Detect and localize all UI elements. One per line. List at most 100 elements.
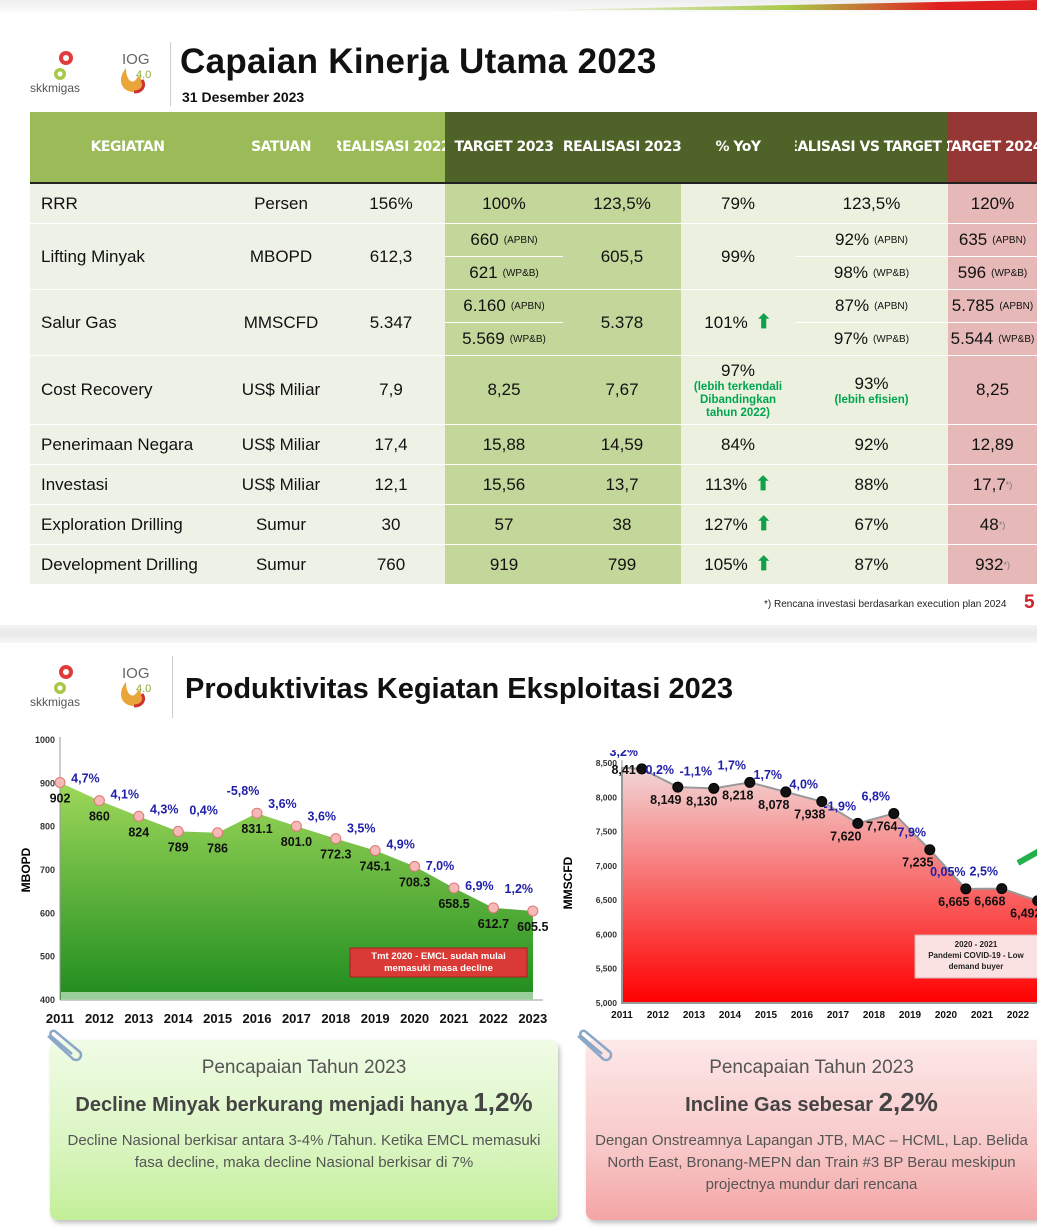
area-base: [61, 992, 533, 1000]
data-point: [816, 796, 828, 808]
change-label: 4,9%: [386, 837, 415, 851]
value-label: 8,41: [611, 763, 635, 777]
cell-yoy: 113% ⬆: [681, 465, 795, 505]
cell-line: 8,25: [976, 380, 1009, 400]
cell-rvt: 87%: [795, 545, 948, 585]
cell-real2023: 13,7: [563, 465, 681, 505]
column-header: % YoY: [681, 112, 795, 184]
top-decoration: [540, 0, 1037, 10]
cell-yoy: 127% ⬆: [681, 505, 795, 545]
annotation-text: Pandemi COVID-19 - Low demand buyer: [928, 951, 1024, 971]
y-tick-label: 600: [40, 908, 55, 918]
cell-value: Salur Gas: [41, 312, 117, 332]
cell-satuan: Sumur: [225, 545, 337, 585]
cell-value: 760: [376, 554, 406, 574]
cell-line: 12,89: [971, 435, 1014, 455]
cell-value: 97%: [720, 360, 756, 380]
cell-value: 30: [381, 514, 401, 534]
cell-value: 5.347: [369, 312, 413, 332]
box-statement: Incline Gas sebesar 2,2%: [586, 1087, 1037, 1118]
cell-value: Sumur: [255, 554, 307, 574]
cell-tag: *): [1003, 559, 1010, 570]
cell-value: Persen: [254, 193, 308, 213]
data-point: [330, 833, 342, 845]
change-label: 6,8%: [862, 789, 891, 803]
cell-value: 15,56: [482, 474, 526, 494]
box-text: Decline Nasional berkisar antara 3-4% /T…: [67, 1132, 541, 1171]
statement-value: 1,2%: [473, 1087, 533, 1117]
y-tick-label: 700: [40, 865, 55, 875]
cell-value: 123,5%: [593, 193, 651, 213]
cell-value: 7,67: [605, 380, 639, 399]
cell-rvt: 92% (APBN) 98% (WP&B): [795, 224, 948, 290]
cell-value: 156%: [369, 193, 413, 213]
cell-real2023: 38: [563, 505, 681, 545]
x-tick-label: 2023: [518, 1011, 547, 1026]
column-header: KEGIATAN: [30, 112, 225, 184]
cell-line: 932 *): [975, 555, 1010, 575]
cell-value: 38: [612, 514, 632, 534]
page-title: Capaian Kinerja Utama 2023: [180, 42, 657, 81]
value-label: 8,218: [722, 788, 753, 802]
cell-line: 621 (WP&B): [445, 256, 563, 289]
cell-value: 48: [979, 514, 999, 534]
x-tick-label: 2017: [827, 1010, 850, 1021]
cell-line: 99%: [721, 247, 755, 267]
cell-real2022: 5.347: [337, 290, 445, 356]
y-tick-label: 7,500: [596, 827, 618, 837]
cell-value: 15,88: [482, 434, 526, 454]
iog-logo: IOG 4.0: [112, 660, 160, 712]
value-label: 7,938: [794, 808, 825, 822]
data-point: [133, 810, 145, 822]
cell-real2022: 12,1: [337, 465, 445, 505]
cell-real2023: 7,67: [563, 356, 681, 425]
cell-value: 8,25: [975, 380, 1010, 399]
cell-value: 101%: [704, 313, 748, 332]
cell-target2024: 17,7 *): [948, 465, 1037, 505]
cell-tag: (APBN): [999, 300, 1034, 312]
cell-target2024: 48 *): [948, 505, 1037, 545]
cell-target2023: 15,88: [445, 425, 563, 465]
cell-value: 932: [975, 554, 1004, 574]
change-label: -1,9%: [823, 799, 856, 813]
cell-line: 919: [490, 555, 518, 575]
cell-line: 48 *): [980, 515, 1005, 535]
cell-real2023: 14,59: [563, 425, 681, 465]
cell-line: 97%: [721, 361, 755, 381]
cell-line: 660 (APBN): [445, 224, 563, 256]
data-point: [888, 807, 900, 819]
value-label: 6,668: [974, 895, 1005, 909]
cell-value: US$ Miliar: [241, 434, 321, 454]
cell-rvt: 92%: [795, 425, 948, 465]
cell-value: 127%: [704, 515, 748, 534]
column-header: REALISASI 2022: [337, 112, 445, 184]
cell-line: 105% ⬆: [704, 553, 771, 576]
cell-rvt: 67%: [795, 505, 948, 545]
cell-line: 635 (APBN): [948, 224, 1037, 256]
y-tick-label: 400: [40, 995, 55, 1005]
cell-value: 5.569: [462, 329, 505, 348]
cell-rvt: 123,5%: [795, 184, 948, 224]
cell-value: 88%: [854, 474, 889, 494]
cell-kegiatan: Investasi: [30, 465, 225, 505]
data-point: [1032, 895, 1037, 907]
x-tick-label: 2011: [611, 1010, 633, 1021]
change-label: 4,1%: [111, 787, 140, 801]
x-tick-label: 2015: [755, 1010, 778, 1021]
cell-target2023: 100%: [445, 184, 563, 224]
cell-value: 100%: [482, 193, 526, 213]
value-label: 7,620: [830, 829, 861, 843]
cell-value: 13,7: [605, 474, 639, 494]
y-tick-label: 5,000: [596, 998, 618, 1008]
cell-value: 5.378: [600, 312, 644, 332]
change-label: -5,8%: [227, 784, 260, 798]
cell-note: (lebih efisien): [834, 393, 909, 406]
y-tick-label: 8,500: [596, 758, 618, 768]
cell-satuan: Sumur: [225, 505, 337, 545]
x-tick-label: 2013: [683, 1010, 706, 1021]
x-tick-label: 2018: [321, 1011, 350, 1026]
cell-value: 799: [607, 554, 637, 574]
svg-text:IOG: IOG: [122, 665, 150, 682]
data-point: [172, 825, 184, 837]
cell-tag: (APBN): [874, 234, 908, 246]
